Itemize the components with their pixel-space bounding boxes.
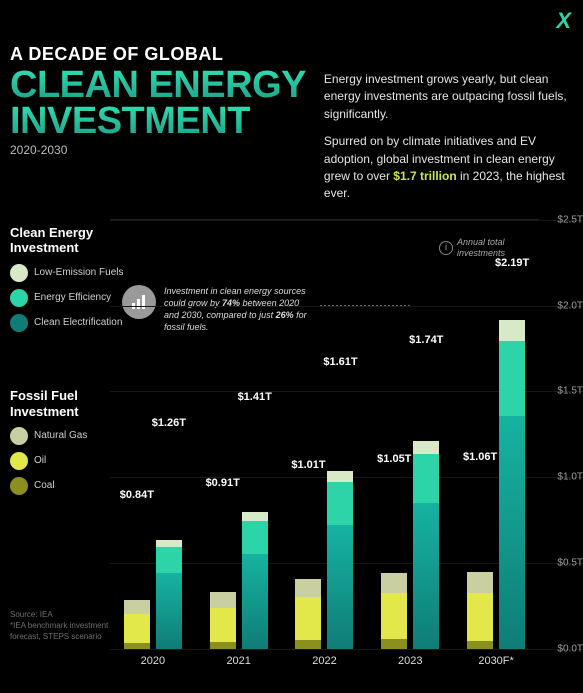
- date-range: 2020-2030: [10, 143, 306, 157]
- bar-total-label: $1.41T: [238, 391, 272, 403]
- bar-segment-elec: [413, 503, 439, 649]
- title-line-1: CLEAN ENERGY: [10, 67, 306, 103]
- legend-label: Natural Gas: [34, 430, 87, 442]
- bar-segment-eff: [242, 521, 268, 554]
- bar-total-label: $1.01T: [291, 459, 325, 471]
- clean-legend-item: Energy Efficiency: [10, 289, 126, 307]
- bar-segment-eff: [156, 547, 182, 573]
- bar-segment-coal: [467, 641, 493, 648]
- header: A DECADE OF GLOBAL CLEAN ENERGY INVESTME…: [0, 0, 583, 213]
- legend-clean-title: Clean Energy Investment: [10, 225, 126, 256]
- fossil-legend-item: Natural Gas: [10, 427, 126, 445]
- bar-segment-lef: [499, 320, 525, 341]
- year-column: $0.91T$1.41T: [201, 220, 277, 649]
- bar-total-label: $2.19T: [495, 257, 529, 269]
- bar-segment-oil: [381, 593, 407, 639]
- legend-label: Energy Efficiency: [34, 292, 111, 304]
- legend-fossil-title: Fossil Fuel Investment: [10, 388, 126, 419]
- bar-total-label: $1.26T: [152, 417, 186, 429]
- bar-total-label: $0.84T: [120, 489, 154, 501]
- bar-segment-lef: [327, 471, 353, 482]
- clean-legend-item: Low-Emission Fuels: [10, 264, 126, 282]
- legend-label: Coal: [34, 480, 55, 492]
- y-tick-label: $2.0T: [543, 300, 583, 311]
- fossil-stack: $1.05T: [381, 469, 407, 649]
- bar-segment-elec: [327, 525, 353, 649]
- y-tick-label: $0.5T: [543, 557, 583, 568]
- bar-segment-coal: [295, 640, 321, 648]
- intro-text: Energy investment grows yearly, but clea…: [324, 67, 573, 213]
- year-column: $1.05T$1.74T: [372, 220, 448, 649]
- bar-segment-lef: [413, 441, 439, 454]
- bar-segment-gas: [295, 579, 321, 598]
- bar-segment-lef: [156, 540, 182, 547]
- bar-segment-eff: [413, 454, 439, 503]
- bar-chart: $0.0T$0.5T$1.0T$1.5T$2.0T$2.5T$0.84T$1.2…: [110, 219, 539, 671]
- legend-swatch: [10, 427, 28, 445]
- fossil-legend-item: Coal: [10, 477, 126, 495]
- bar-segment-gas: [210, 592, 236, 608]
- footnotes: Source: IEA *IEA benchmark investment fo…: [10, 610, 120, 642]
- fossil-stack: $1.01T: [295, 475, 321, 648]
- bar-segment-gas: [381, 573, 407, 593]
- bar-total-label: $1.05T: [377, 453, 411, 465]
- title-line-2: INVESTMENT: [10, 103, 306, 139]
- bar-segment-oil: [210, 608, 236, 642]
- year-column: $0.84T$1.26T: [115, 220, 191, 649]
- brand-logo: X: [556, 8, 571, 34]
- bar-total-label: $1.06T: [463, 451, 497, 463]
- legend-swatch: [10, 314, 28, 332]
- bar-segment-gas: [124, 600, 150, 614]
- bar-total-label: $1.74T: [409, 334, 443, 346]
- fossil-stack: $0.91T: [210, 493, 236, 649]
- bar-segment-oil: [467, 593, 493, 641]
- bar-segment-elec: [242, 554, 268, 649]
- fossil-stack: $1.06T: [467, 467, 493, 649]
- source-line: Source: IEA: [10, 610, 120, 621]
- y-tick-label: $1.0T: [543, 472, 583, 483]
- pretitle: A DECADE OF GLOBAL: [10, 44, 573, 65]
- bar-segment-eff: [499, 341, 525, 416]
- legend-swatch: [10, 477, 28, 495]
- bar-total-label: $0.91T: [206, 477, 240, 489]
- fossil-stack: $0.84T: [124, 505, 150, 649]
- y-tick-label: $1.5T: [543, 386, 583, 397]
- clean-stack: $1.61T: [327, 372, 353, 648]
- legend: Clean Energy Investment Low-Emission Fue…: [10, 225, 126, 502]
- bar-segment-oil: [124, 614, 150, 643]
- bar-segment-coal: [210, 642, 236, 649]
- fossil-legend-item: Oil: [10, 452, 126, 470]
- clean-stack: $1.74T: [413, 350, 439, 649]
- bar-segment-eff: [327, 482, 353, 525]
- legend-swatch: [10, 289, 28, 307]
- clean-stack: $1.26T: [156, 433, 182, 649]
- bar-segment-lef: [242, 512, 268, 521]
- clean-legend-item: Clean Electrification: [10, 314, 126, 332]
- y-tick-label: $0.0T: [543, 643, 583, 654]
- clean-stack: $1.41T: [242, 407, 268, 649]
- year-column: $1.06T$2.19T: [458, 220, 534, 649]
- legend-swatch: [10, 264, 28, 282]
- clean-stack: $2.19T: [499, 273, 525, 649]
- bar-segment-elec: [499, 416, 525, 649]
- x-axis: 20202021202220232030F*: [110, 649, 539, 671]
- bar-segment-gas: [467, 572, 493, 594]
- y-tick-label: $2.5T: [543, 214, 583, 225]
- intro-p2: Spurred on by climate initiatives and EV…: [324, 133, 573, 203]
- bar-total-label: $1.61T: [323, 356, 357, 368]
- highlight-amount: $1.7 trillion: [393, 169, 456, 183]
- bar-segment-elec: [156, 573, 182, 649]
- chart-area: Clean Energy Investment Low-Emission Fue…: [0, 213, 583, 693]
- intro-p1: Energy investment grows yearly, but clea…: [324, 71, 573, 123]
- bar-segment-coal: [381, 639, 407, 648]
- bar-segment-oil: [295, 597, 321, 640]
- footnote-line: *IEA benchmark investment forecast, STEP…: [10, 621, 120, 643]
- legend-label: Oil: [34, 455, 46, 467]
- year-column: $1.01T$1.61T: [286, 220, 362, 649]
- legend-swatch: [10, 452, 28, 470]
